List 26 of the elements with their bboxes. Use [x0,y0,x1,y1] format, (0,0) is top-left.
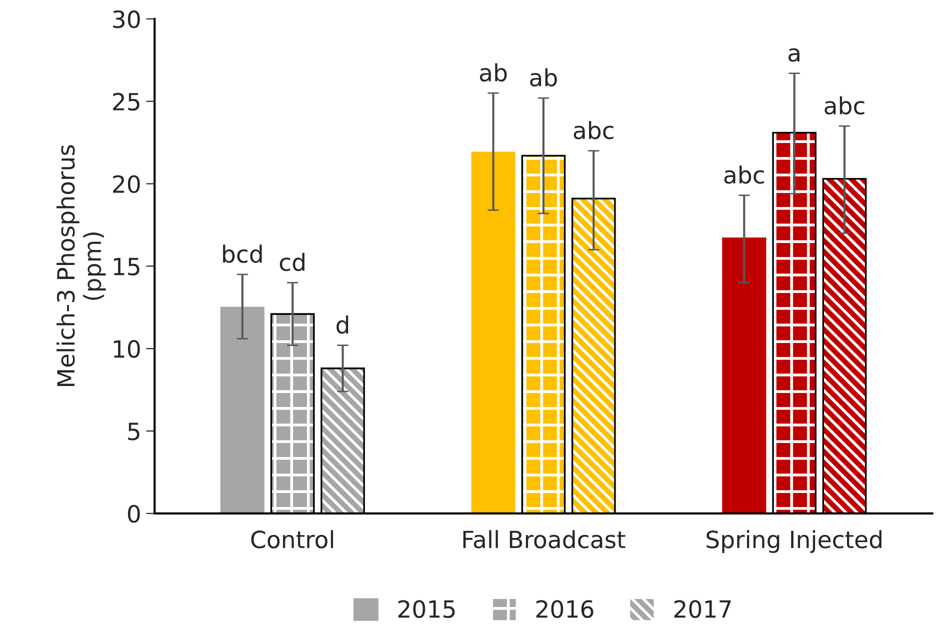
data-label: ab [530,68,557,87]
y-tick-label: 30 [113,10,140,28]
data-label: a [788,48,800,62]
data-label: cd [280,252,304,272]
y-tick-label: 15 [114,258,140,276]
bar [471,152,516,514]
bar [220,306,264,514]
data-label: ab [480,63,507,82]
y-tick-label: 10 [114,340,140,358]
data-label: d [336,316,348,334]
x-tick-label: Fall Broadcast [463,530,626,548]
data-label: abc [574,120,614,140]
y-tick-label: 25 [113,92,140,111]
legend-label: 2017 [674,600,731,618]
legend-label: 2016 [536,600,594,618]
legend-label: 2015 [398,600,455,618]
y-tick-label: 0 [128,504,140,523]
x-tick-label: Control [251,530,334,548]
x-tick-label: Spring Injected [706,530,882,553]
y-axis-title: Melich-3 Phosphorus (ppm) [56,145,106,386]
y-tick-label: 5 [128,422,140,440]
bar [722,237,766,514]
data-label: abc [724,165,764,184]
data-label: bcd [223,244,262,263]
data-label: abc [824,96,864,115]
y-tick-label: 20 [113,175,140,194]
